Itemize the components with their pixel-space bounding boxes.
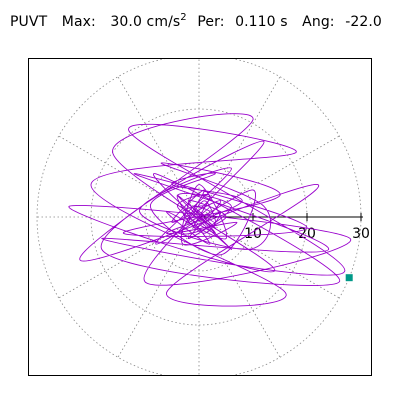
radial-tick-label-30: 30 — [352, 226, 370, 242]
period-value: 0.110 s — [235, 14, 288, 30]
grid-spoke-120 — [117, 76, 200, 218]
markers — [345, 274, 353, 282]
orbit-traces — [68, 113, 351, 307]
orbit-trace-1 — [68, 113, 351, 307]
radial-tick-label-10: 10 — [244, 226, 262, 242]
grid-spoke-330 — [198, 216, 340, 299]
max-unit: cm/s — [146, 14, 181, 30]
component-label: PUVT — [10, 14, 48, 30]
grid-spoke-300 — [198, 216, 281, 358]
max-unit-exponent: 2 — [180, 12, 187, 23]
grid-spoke-60 — [198, 76, 281, 218]
max-label: Max: — [61, 14, 96, 30]
max-point-marker-1 — [345, 274, 353, 282]
grid-spoke-30 — [198, 135, 340, 218]
angle-value: -22.0 — [345, 14, 382, 30]
period-label: Per: — [197, 14, 225, 30]
angle-label: Ang: — [302, 14, 335, 30]
chart-header: PUVT Max: 30.0 cm/s2 Per: 0.110 s Ang: -… — [10, 12, 382, 31]
grid-spoke-240 — [117, 216, 200, 358]
grid-spoke-210 — [58, 216, 200, 299]
grid-spoke-150 — [58, 135, 200, 218]
max-value: 30.0 — [110, 14, 142, 30]
plot-frame — [28, 58, 372, 376]
